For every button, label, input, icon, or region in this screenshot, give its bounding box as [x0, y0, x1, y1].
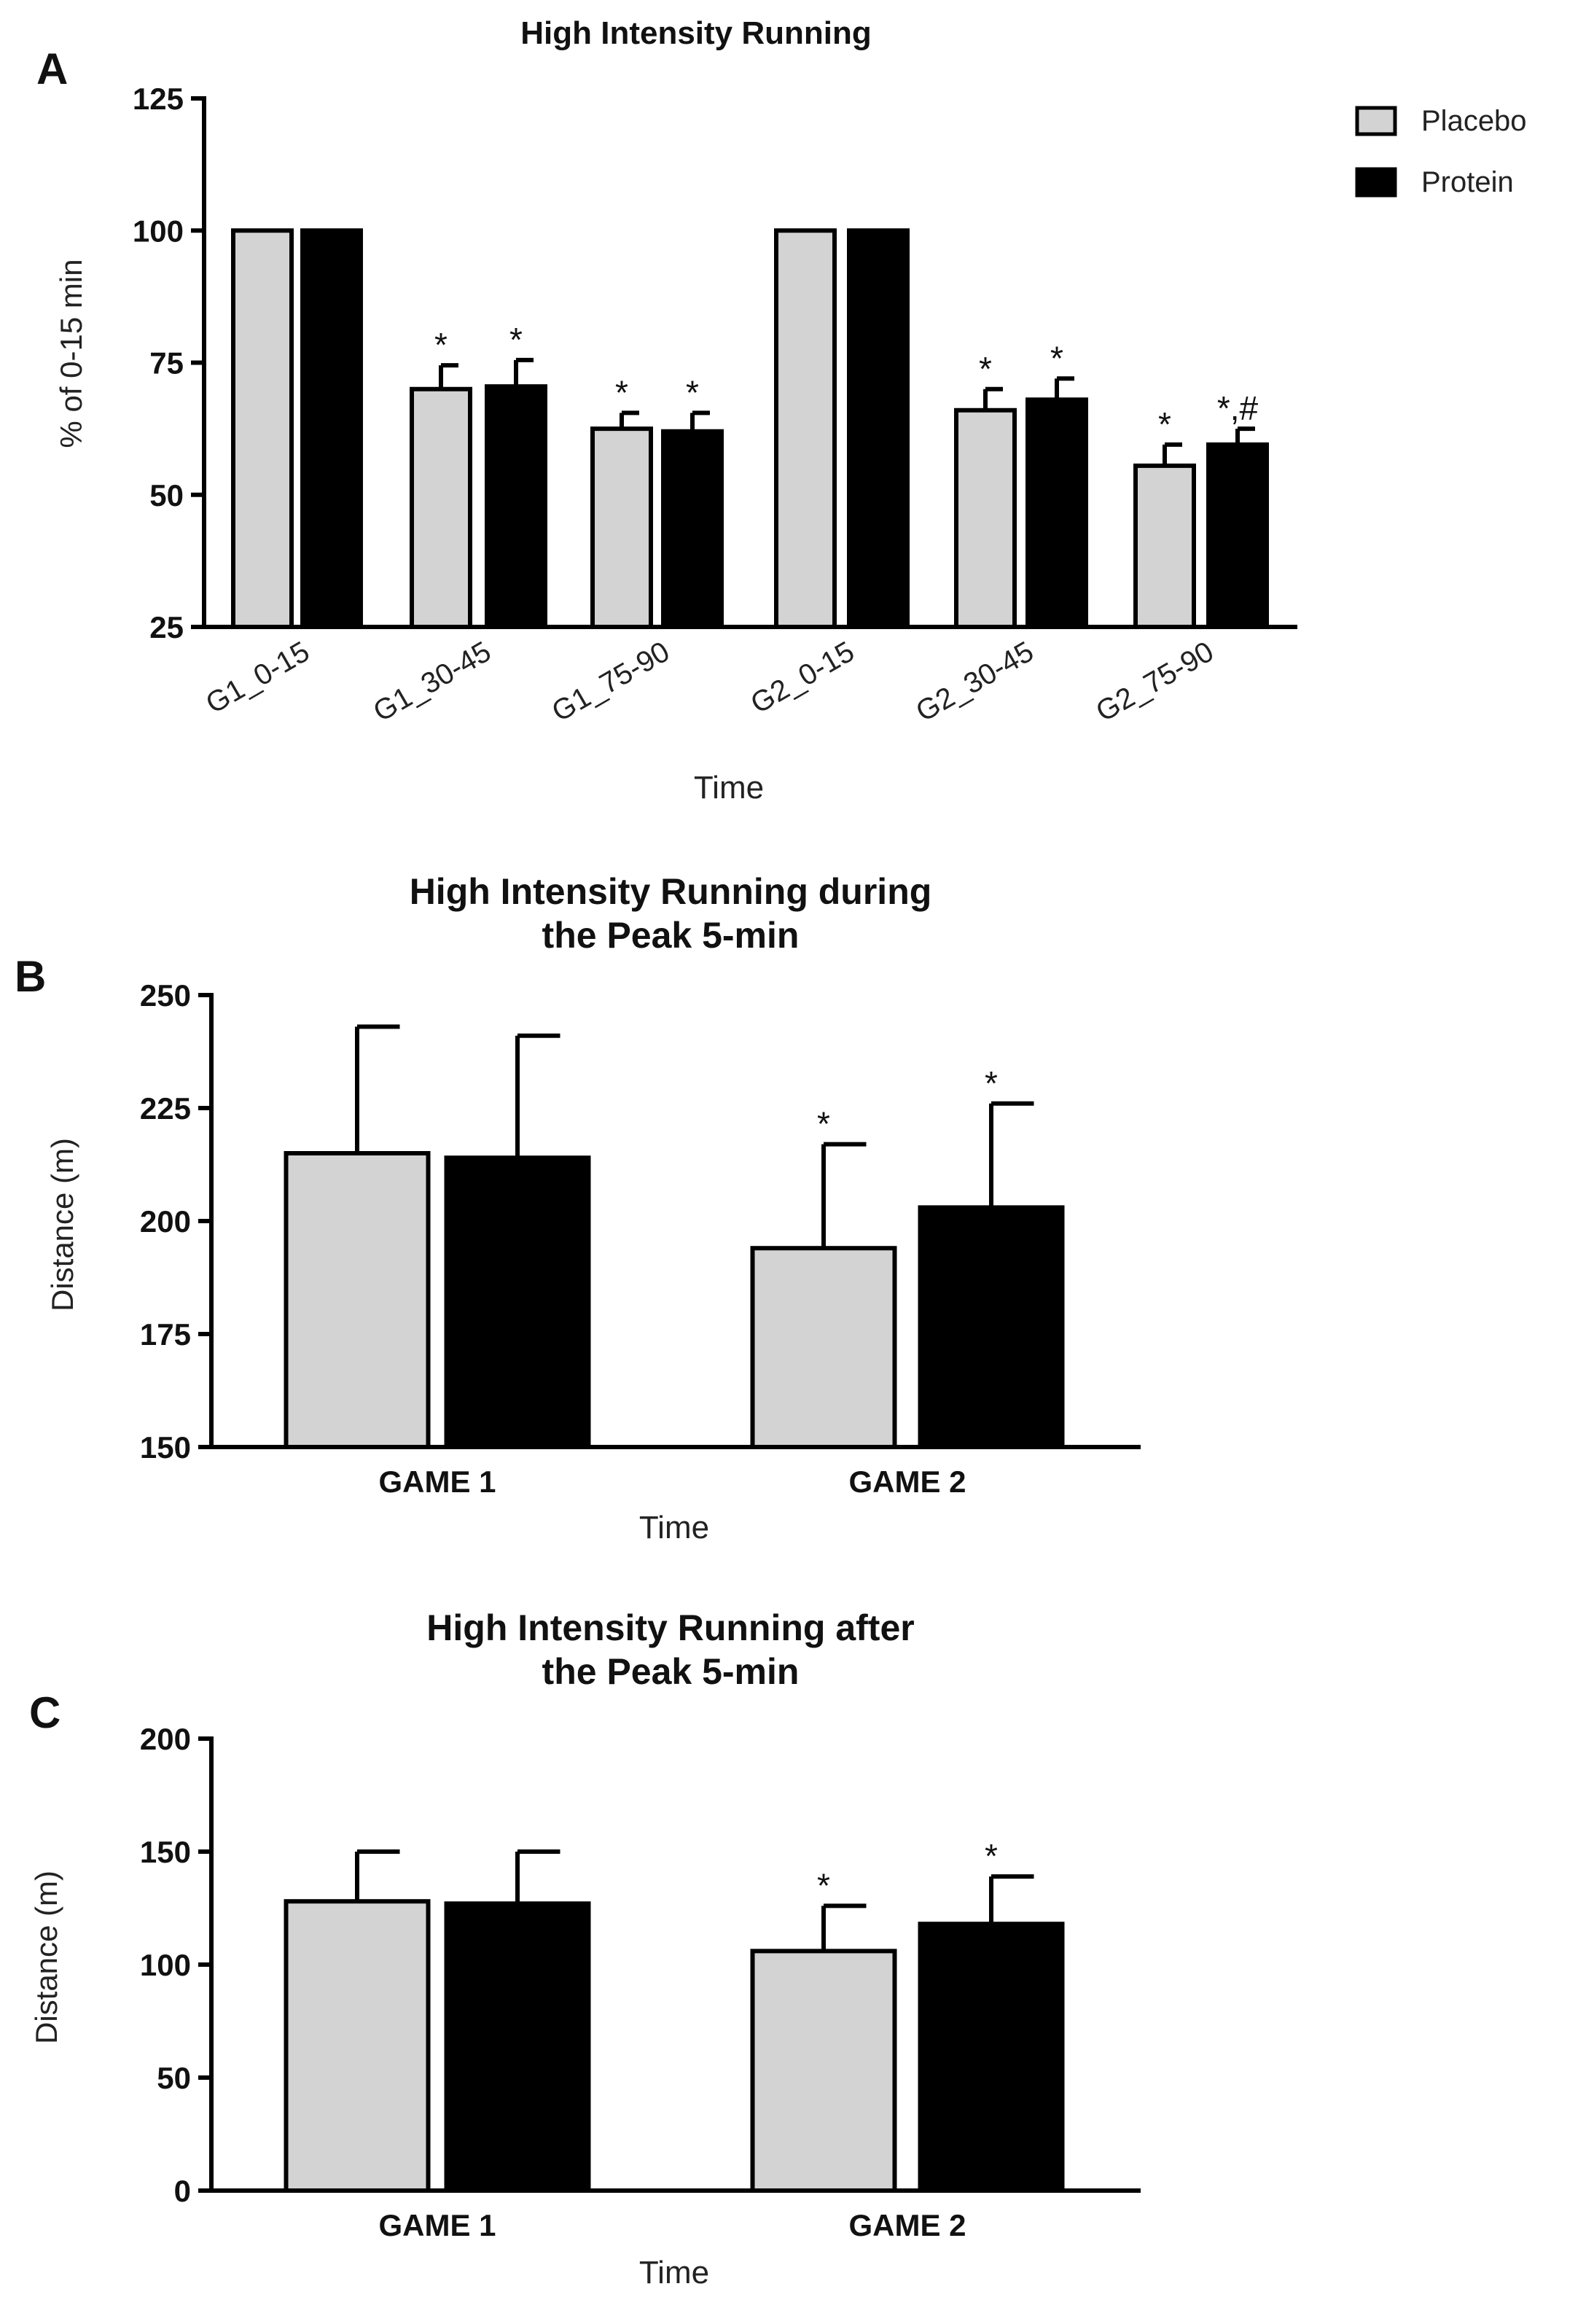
- panel-c-bar-protein-2: [918, 1922, 1065, 2193]
- legend-swatch-protein: [1355, 167, 1397, 198]
- panel-b-title-line-2: the Peak 5-min: [542, 915, 800, 956]
- panel-c-y-tick-label-3: 100: [140, 1948, 191, 1982]
- panel-a-y-axis-title: % of 0-15 min: [54, 259, 88, 448]
- panel-c-x-axis-title: Time: [639, 2255, 709, 2290]
- panel-c-x-tick-label-1: GAME 1: [378, 2208, 496, 2242]
- panel-a-y-tick-label-3: 75: [149, 346, 184, 381]
- panel-a-x-tick-label-6: G2_75-90: [1090, 636, 1219, 728]
- panel-c-bar-placebo-2: [750, 1949, 897, 2193]
- panel-b-label: B: [15, 952, 46, 1001]
- panel-a-x-tick-label-1: G1_0-15: [200, 636, 315, 720]
- panel-a-x-tick-label-3: G1_75-90: [547, 636, 675, 728]
- legend: Placebo Protein: [1355, 105, 1527, 198]
- panel-a-bar-placebo-3: [590, 426, 653, 629]
- panel-a-bar-placebo-6: [1133, 463, 1196, 629]
- panel-a-x-tick-label-5: G2_30-45: [910, 636, 1039, 728]
- panel-b-y-tick-label-4: 225: [140, 1091, 191, 1126]
- panel-b-y-tick-label-3: 200: [140, 1204, 191, 1239]
- panel-c-y-tick-label-1: 0: [174, 2174, 191, 2208]
- panel-a-bar-protein-2: [485, 384, 547, 629]
- panel-a-bar-placebo-2: [410, 386, 472, 629]
- panel-a-annotation-placebo-5: *: [979, 350, 992, 388]
- panel-a-y-tick-label-4: 100: [133, 214, 184, 248]
- panel-c-y-tick-label-5: 200: [140, 1722, 191, 1756]
- panel-b-bar-placebo-2: [750, 1246, 897, 1449]
- panel-b-annotation-protein-2: *: [985, 1064, 998, 1102]
- panel-b-bar-protein-2: [918, 1205, 1065, 1450]
- panel-b: High Intensity Running during the Peak 5…: [15, 871, 1141, 1545]
- panel-b-y-tick-label-5: 250: [140, 978, 191, 1013]
- panel-a-y-tick-label-2: 50: [149, 478, 184, 512]
- panel-c-title-line-1: High Intensity Running after: [426, 1607, 914, 1648]
- panel-b-bar-protein-1: [444, 1155, 591, 1449]
- panel-c-marks: * * 0 50 100 150 200 GAME 1 GAME 2: [140, 1722, 1141, 2242]
- panel-c-y-tick-label-2: 50: [157, 2061, 191, 2095]
- panel-a-x-axis-title: Time: [694, 770, 764, 806]
- panel-a-marks: * * * * * * * *,# 25 50 75 100 125 G1_0-15 G1_30-45 G1_…: [133, 82, 1297, 728]
- panel-c-bar-protein-1: [444, 1901, 591, 2194]
- legend-label-protein: Protein: [1421, 166, 1514, 198]
- panel-b-x-axis-title: Time: [639, 1510, 709, 1545]
- panel-b-y-tick-label-1: 150: [140, 1430, 191, 1465]
- panel-a-y-tick-label-1: 25: [149, 610, 184, 644]
- panel-b-title-line-1: High Intensity Running during: [410, 871, 932, 912]
- panel-a-label: A: [36, 44, 68, 93]
- panel-c: High Intensity Running after the Peak 5-…: [29, 1607, 1141, 2290]
- panel-a-bar-protein-3: [661, 429, 724, 629]
- panel-b-y-tick-label-2: 175: [140, 1317, 191, 1352]
- panel-a-x-tick-label-4: G2_0-15: [746, 636, 860, 720]
- panel-a-title: High Intensity Running: [520, 15, 872, 51]
- panel-a-bar-protein-4: [847, 228, 910, 629]
- panel-c-annotation-protein-2: *: [985, 1837, 998, 1875]
- panel-a-annotation-protein-3: *: [686, 373, 699, 411]
- panel-a-x-tick-label-2: G1_30-45: [368, 636, 496, 728]
- legend-swatch-placebo: [1355, 106, 1397, 136]
- panel-c-annotation-placebo-2: *: [817, 1866, 830, 1904]
- panel-a-bar-protein-5: [1025, 397, 1088, 629]
- panel-c-label: C: [29, 1688, 60, 1737]
- panel-a-annotation-protein-6: *,#: [1217, 389, 1259, 427]
- panel-c-bar-placebo-1: [284, 1899, 431, 2193]
- panel-a-bar-placebo-1: [231, 228, 294, 629]
- panel-b-bar-placebo-1: [284, 1151, 431, 1449]
- panel-a-annotation-placebo-2: *: [434, 326, 448, 364]
- panel-c-y-tick-label-4: 150: [140, 1835, 191, 1869]
- panel-b-x-tick-label-2: GAME 2: [848, 1465, 966, 1499]
- panel-c-x-tick-label-2: GAME 2: [848, 2208, 966, 2242]
- panel-a-annotation-protein-2: *: [509, 321, 523, 359]
- panel-b-annotation-placebo-2: *: [817, 1105, 830, 1143]
- panel-a-bar-placebo-5: [954, 408, 1017, 629]
- panel-a-y-tick-label-5: 125: [133, 82, 184, 116]
- panel-a-bar-protein-1: [300, 228, 363, 629]
- panel-b-marks: * * 150 175 200 225 250 GAME 1 GAME 2: [140, 978, 1141, 1499]
- panel-b-y-axis-title: Distance (m): [45, 1138, 79, 1311]
- panel-a-annotation-placebo-3: *: [615, 373, 628, 411]
- panel-a-bar-protein-6: [1206, 442, 1269, 629]
- panel-c-title-line-2: the Peak 5-min: [542, 1651, 800, 1692]
- panel-c-y-axis-title: Distance (m): [29, 1871, 63, 2044]
- panel-a-annotation-protein-5: *: [1050, 339, 1063, 377]
- panel-a: High Intensity Running A * * * * * * * *,# 25 50 7…: [36, 15, 1297, 806]
- panel-a-bar-placebo-4: [774, 228, 837, 629]
- panel-b-x-tick-label-1: GAME 1: [378, 1465, 496, 1499]
- legend-label-placebo: Placebo: [1421, 105, 1527, 137]
- panel-a-annotation-placebo-6: *: [1158, 405, 1171, 443]
